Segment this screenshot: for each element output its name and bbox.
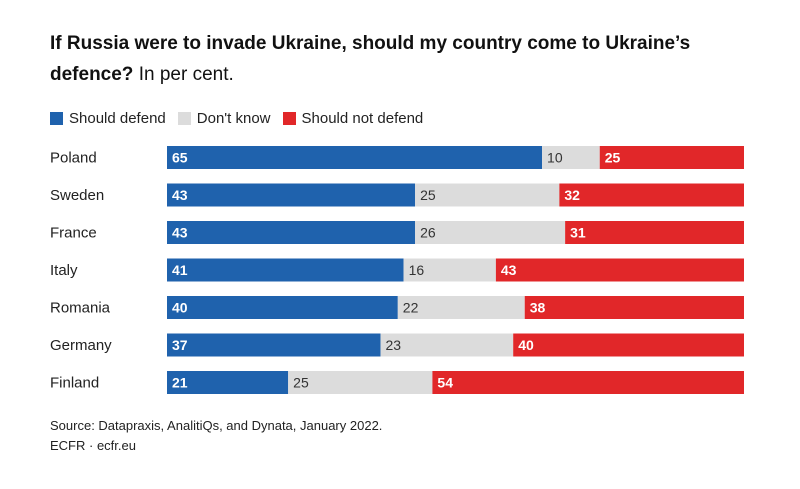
data-label-italy-defend: 41: [172, 262, 188, 278]
bar-poland-not-defend: [599, 146, 744, 169]
bar-romania-dont-know: [397, 296, 525, 319]
data-label-germany-dont-know: 23: [385, 337, 401, 353]
legend-item-defend: Should defend: [50, 110, 166, 127]
bar-romania-not-defend: [524, 296, 744, 319]
bar-finland-not-defend: [432, 371, 744, 394]
data-label-france-not-defend: 31: [570, 225, 586, 241]
chart-title-unit: In per cent.: [138, 64, 234, 85]
category-label-romania: Romania: [50, 300, 111, 317]
data-label-poland-not-defend: 25: [605, 150, 621, 166]
category-label-france: France: [50, 225, 97, 242]
legend-swatch-not-defend: [282, 112, 296, 125]
bar-germany-defend: [167, 333, 381, 357]
bar-sweden-not-defend: [559, 183, 744, 207]
source-line: Source: Datapraxis, AnalitiQs, and Dynat…: [50, 418, 383, 433]
data-label-italy-dont-know: 16: [409, 262, 425, 278]
data-label-sweden-dont-know: 25: [420, 187, 436, 203]
data-label-poland-defend: 65: [172, 150, 188, 166]
data-label-france-dont-know: 26: [420, 225, 436, 241]
bar-france-dont-know: [415, 221, 566, 244]
data-label-france-defend: 43: [172, 225, 188, 241]
data-label-finland-defend: 21: [172, 375, 188, 391]
publisher-line: ECFR · ecfr.eu: [50, 438, 136, 453]
bar-italy-defend: [167, 258, 404, 282]
category-label-sweden: Sweden: [50, 187, 104, 204]
category-label-poland: Poland: [50, 150, 97, 167]
bar-italy-dont-know: [403, 258, 496, 282]
data-label-finland-not-defend: 54: [437, 375, 453, 391]
legend-item-dont-know: Don't know: [177, 110, 271, 127]
bar-sweden-defend: [167, 183, 416, 207]
legend: Should defend Don't know Should not defe…: [50, 110, 435, 127]
legend-item-not-defend: Should not defend: [282, 110, 424, 127]
legend-label-dont-know: Don't know: [196, 110, 271, 127]
bar-italy-not-defend: [495, 258, 744, 282]
data-label-germany-defend: 37: [172, 337, 188, 353]
data-label-italy-not-defend: 43: [501, 262, 517, 278]
bar-france-defend: [167, 221, 416, 244]
data-label-germany-not-defend: 40: [518, 337, 534, 353]
chart-title-main: If Russia were to invade Ukraine, should…: [50, 33, 691, 85]
data-label-finland-dont-know: 25: [293, 375, 309, 391]
bar-finland-dont-know: [288, 371, 433, 394]
data-label-romania-dont-know: 22: [403, 300, 419, 316]
legend-swatch-defend: [50, 112, 63, 125]
category-label-germany: Germany: [50, 337, 112, 354]
legend-label-not-defend: Should not defend: [301, 110, 424, 127]
source-note: Source: Datapraxis, AnalitiQs, and Dynat…: [50, 416, 382, 456]
legend-label-defend: Should defend: [69, 110, 166, 127]
chart-title: If Russia were to invade Ukraine, should…: [50, 28, 750, 90]
data-label-romania-defend: 40: [172, 300, 188, 316]
category-label-italy: Italy: [50, 262, 78, 279]
bar-sweden-dont-know: [415, 183, 560, 207]
data-label-poland-dont-know: 10: [547, 150, 563, 166]
data-label-sweden-defend: 43: [172, 187, 188, 203]
legend-swatch-dont-know: [177, 112, 191, 125]
bar-finland-defend: [167, 371, 289, 394]
bar-poland-dont-know: [542, 146, 600, 169]
bar-germany-not-defend: [513, 333, 744, 357]
bar-germany-dont-know: [380, 333, 514, 357]
bar-poland-defend: [167, 146, 543, 169]
data-label-sweden-not-defend: 32: [564, 187, 580, 203]
category-label-finland: Finland: [50, 375, 99, 392]
bar-romania-defend: [167, 296, 398, 319]
data-label-romania-not-defend: 38: [530, 300, 546, 316]
bar-france-not-defend: [565, 221, 744, 244]
